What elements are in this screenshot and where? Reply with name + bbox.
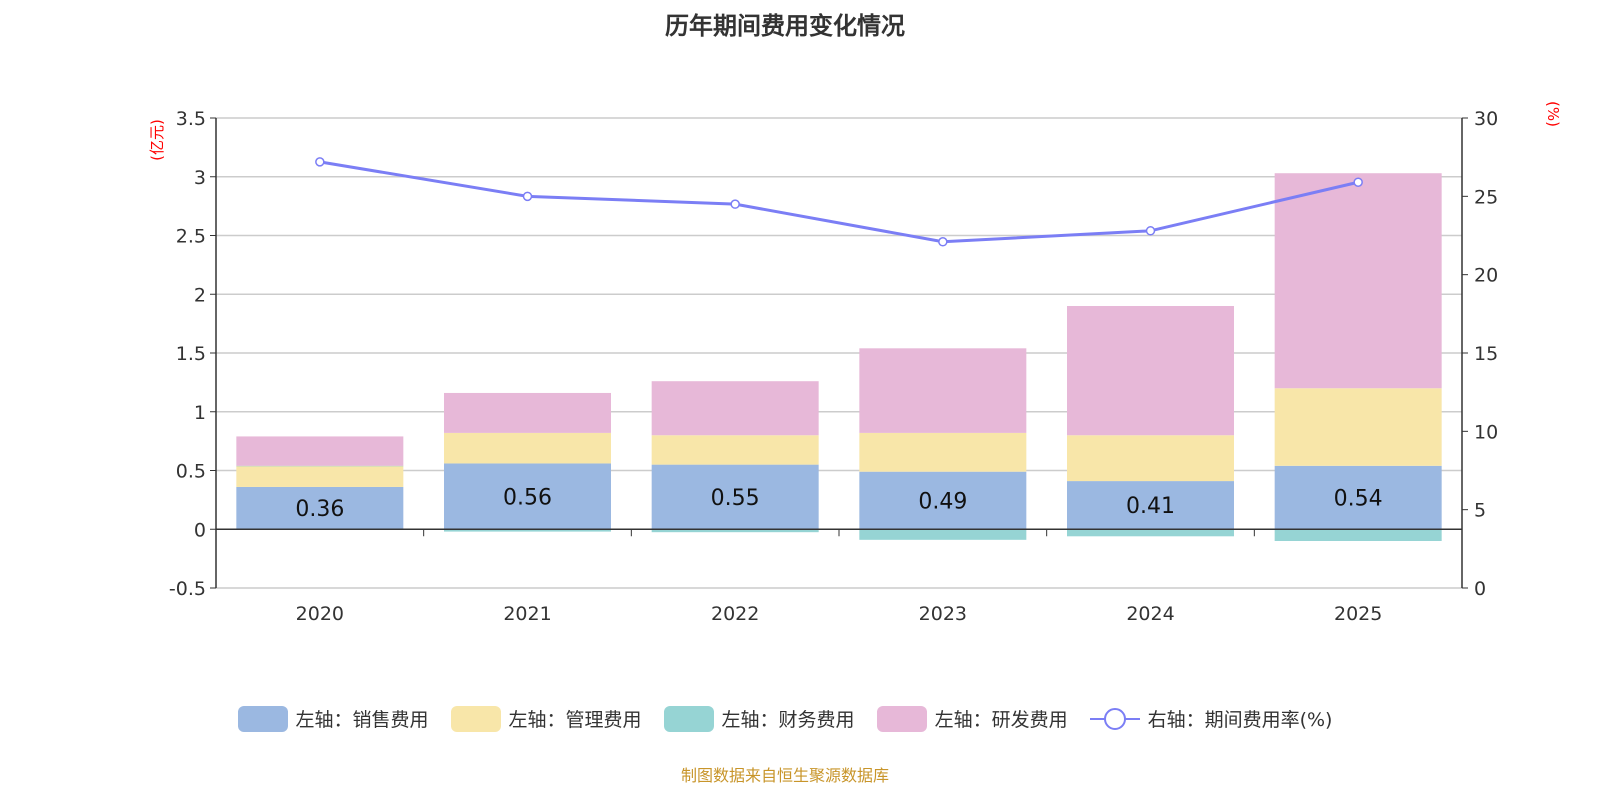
left-tick-label: 2.5 xyxy=(176,226,206,248)
x-tick-label: 2020 xyxy=(296,603,344,625)
left-tick-label: 1.5 xyxy=(176,343,206,365)
x-tick-label: 2021 xyxy=(503,603,551,625)
bar-segment xyxy=(859,471,1027,530)
left-tick-label: 3 xyxy=(194,167,206,189)
right-tick-label: 15 xyxy=(1474,343,1498,365)
bar-segment xyxy=(859,529,1027,540)
bar-segment xyxy=(1067,306,1234,436)
bar-segment xyxy=(859,432,1027,472)
rate-point xyxy=(315,157,325,167)
bar-segment xyxy=(651,381,819,436)
bar-data-label: 0.36 xyxy=(295,497,344,522)
source-note: 制图数据来自恒生聚源数据库 xyxy=(680,766,889,785)
bar-data-label: 0.54 xyxy=(1334,487,1383,512)
bar-segment xyxy=(1067,529,1234,537)
x-tick-label: 2024 xyxy=(1126,603,1174,625)
x-tick-label: 2022 xyxy=(711,603,759,625)
legend-swatch xyxy=(663,705,714,732)
legend-item[interactable]: 左轴：管理费用 xyxy=(450,705,642,732)
left-tick-label: 0 xyxy=(194,519,206,541)
right-tick-label: 10 xyxy=(1474,421,1498,443)
rate-point xyxy=(522,191,533,202)
bar-segment xyxy=(236,436,404,466)
left-axis-label: (亿元) xyxy=(148,119,166,161)
right-tick-label: 30 xyxy=(1474,108,1498,130)
bar-segment xyxy=(1067,481,1234,530)
bar-segment xyxy=(236,465,404,467)
rate-point xyxy=(730,199,740,209)
bar-segment xyxy=(1067,435,1234,482)
legend-swatch xyxy=(237,705,288,732)
chart-title: 历年期间费用变化情况 xyxy=(665,12,905,40)
right-tick-label: 25 xyxy=(1474,186,1498,208)
bar-segment xyxy=(444,432,611,464)
left-tick-label: 3.5 xyxy=(176,108,206,130)
right-tick-label: 0 xyxy=(1474,578,1486,600)
rate-line xyxy=(319,160,1359,244)
bar-data-label: 0.49 xyxy=(918,489,967,514)
left-tick-label: 0.5 xyxy=(176,461,206,483)
left-tick-label: 1 xyxy=(194,402,206,424)
left-tick-label: -0.5 xyxy=(169,578,206,600)
right-tick-label: 20 xyxy=(1474,265,1498,287)
bar-segment xyxy=(236,486,404,530)
legend-item[interactable]: 左轴：财务费用 xyxy=(663,705,855,732)
rate-point xyxy=(938,237,948,247)
legend-item[interactable]: 左轴：销售费用 xyxy=(237,705,429,732)
bar-data-label: 0.55 xyxy=(711,486,760,511)
bar-segment xyxy=(1274,465,1442,530)
legend-item[interactable]: 左轴：研发费用 xyxy=(876,705,1068,732)
legend-swatch xyxy=(450,705,501,732)
bar-segment xyxy=(651,529,819,533)
x-tick-label: 2023 xyxy=(919,603,967,625)
legend-line-icon xyxy=(1089,707,1140,730)
bar-segment xyxy=(1274,173,1442,389)
right-tick-label: 5 xyxy=(1474,500,1486,522)
legend: 左轴：销售费用 左轴：管理费用 左轴：财务费用 左轴：研发费用 右轴：期间费用率(%) xyxy=(0,705,1570,732)
chart: -0.500.511.522.533.5051015202530(亿元)(%)0… xyxy=(148,101,1562,625)
rate-point xyxy=(1353,177,1363,187)
right-axis-label: (%) xyxy=(1544,101,1562,127)
bar-segment xyxy=(444,463,611,530)
bar-segment xyxy=(1274,388,1442,466)
left-tick-label: 2 xyxy=(194,284,206,306)
legend-label: 右轴：期间费用率(%) xyxy=(1147,709,1333,731)
legend-label: 左轴：研发费用 xyxy=(934,709,1068,731)
bar-segment xyxy=(444,392,611,433)
legend-label: 左轴：管理费用 xyxy=(508,709,642,731)
bar-segment xyxy=(651,435,819,465)
bar-data-label: 0.41 xyxy=(1126,494,1175,519)
bar-data-label: 0.56 xyxy=(503,485,552,510)
legend-label: 左轴：财务费用 xyxy=(721,709,855,731)
bar-segment xyxy=(236,465,404,487)
legend-label: 左轴：销售费用 xyxy=(295,709,429,731)
bar-segment xyxy=(1274,529,1442,541)
legend-swatch xyxy=(876,705,927,732)
bar-segment xyxy=(859,348,1027,433)
rate-point xyxy=(1145,226,1156,236)
bar-segment xyxy=(444,529,611,532)
legend-item[interactable]: 右轴：期间费用率(%) xyxy=(1089,705,1333,732)
x-tick-label: 2025 xyxy=(1334,603,1382,625)
bar-segment xyxy=(651,464,819,530)
